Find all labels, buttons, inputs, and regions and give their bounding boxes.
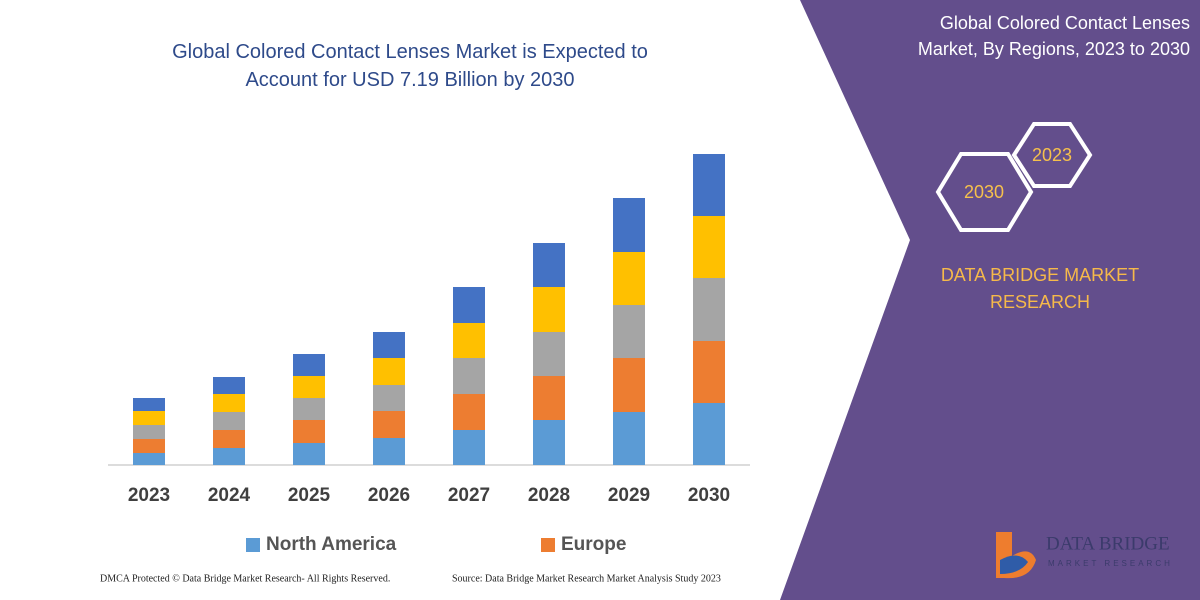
panel-title-box: Global Colored Contact Lenses Market, By… [917, 13, 1190, 59]
bar-segment [133, 398, 165, 411]
bar-segment [133, 453, 165, 465]
bar-segment [693, 341, 725, 403]
bar-segment [133, 411, 165, 425]
footer-left: DMCA Protected © Data Bridge Market Rese… [100, 573, 390, 584]
bar-segment [293, 398, 325, 420]
bar-segment [533, 287, 565, 332]
logo: DATA BRIDGE MARKET RESEARCH [996, 532, 1173, 579]
x-tick-label: 2030 [688, 485, 730, 506]
footer-right: Source: Data Bridge Market Research Mark… [452, 573, 721, 584]
hexagon-label: 2023 [1032, 145, 1072, 165]
chart-title: Global Colored Contact Lenses Market is … [172, 41, 648, 91]
legend-label: North America [266, 534, 397, 555]
bar-segment [693, 278, 725, 341]
legend-label: Europe [561, 534, 626, 555]
bar-segment [213, 394, 245, 412]
bar-segment [293, 376, 325, 398]
hexagon [1011, 122, 1093, 188]
x-tick-label: 2024 [208, 485, 251, 506]
bar-segment [213, 377, 245, 394]
brand-box: DATA BRIDGE MARKET RESEARCH [940, 265, 1140, 312]
bar-segment [693, 403, 725, 465]
bar-segment [453, 394, 485, 430]
bar-segment [373, 332, 405, 358]
x-tick-label: 2027 [448, 485, 490, 506]
bar-segment [693, 216, 725, 278]
bar-segment [213, 412, 245, 430]
bar-segment [693, 154, 725, 216]
panel-title: Global Colored Contact Lenses Market, By… [917, 13, 1190, 59]
hexagon [935, 152, 1034, 232]
title-box: Global Colored Contact Lenses Market is … [172, 41, 648, 91]
logo-name: DATA BRIDGE [1046, 533, 1170, 554]
bar-segment [533, 332, 565, 376]
side-panel [780, 0, 1200, 600]
bar-segment [133, 439, 165, 453]
logo-mark [1000, 555, 1028, 574]
bar-segment [613, 198, 645, 252]
legend-swatch [541, 538, 555, 552]
bar-segment [533, 420, 565, 465]
bar-segment [453, 358, 485, 394]
bar-segment [613, 358, 645, 412]
bar-segment [453, 430, 485, 465]
hexagon-label: 2030 [964, 182, 1004, 202]
bar-segment [453, 287, 485, 323]
brand: DATA BRIDGE MARKET RESEARCH [940, 265, 1140, 312]
logo-sub: MARKET RESEARCH [1048, 559, 1173, 568]
x-tick-label: 2029 [608, 485, 650, 506]
bar-segment [613, 412, 645, 465]
bar-segment [213, 448, 245, 465]
x-tick-label: 2026 [368, 485, 410, 506]
x-tick-label: 2023 [128, 485, 170, 506]
bar-segment [293, 443, 325, 465]
bar-segment [533, 376, 565, 420]
bar-segment [293, 354, 325, 376]
bar-segment [453, 323, 485, 358]
bar-segment [213, 430, 245, 448]
x-tick-label: 2025 [288, 485, 331, 506]
bar-segment [293, 420, 325, 443]
bar-segment [533, 243, 565, 287]
bar-segment [373, 438, 405, 465]
bar-segment [373, 358, 405, 385]
bar-segment [133, 425, 165, 439]
bar-segment [613, 252, 645, 305]
legend-swatch [246, 538, 260, 552]
bar-segment [373, 385, 405, 411]
bar-segment [373, 411, 405, 438]
x-tick-label: 2028 [528, 485, 570, 506]
bar-segment [613, 305, 645, 358]
